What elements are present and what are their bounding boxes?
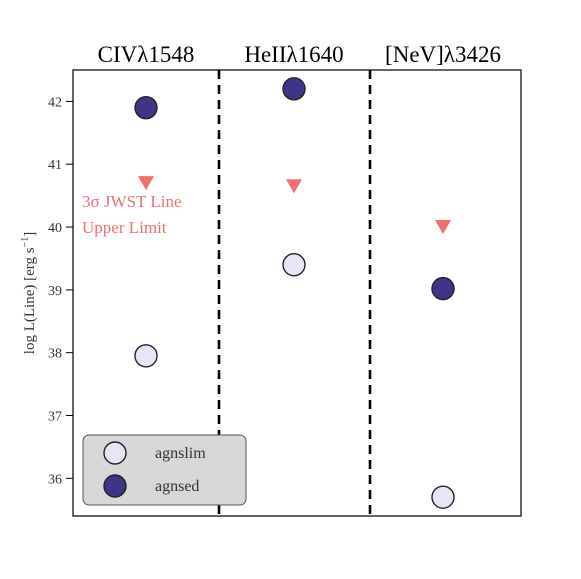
y-tick-label: 37	[48, 409, 62, 424]
y-tick-label: 42	[48, 95, 62, 110]
y-tick-label: 36	[48, 472, 62, 487]
legend-label-agnslim: agnslim	[155, 445, 206, 462]
legend-marker-agnsed	[103, 474, 127, 498]
legend-label-agnsed: agnsed	[155, 478, 199, 495]
upper-limit-marker	[286, 179, 302, 194]
agnsed-point	[134, 95, 158, 120]
upper-limit-marker	[435, 220, 451, 235]
agnslim-point	[282, 253, 306, 277]
y-tick-label: 40	[48, 221, 62, 236]
panel-title-1: CIVλ1548	[98, 42, 195, 67]
y-tick-label: 41	[48, 158, 62, 173]
panel-title-2: HeIIλ1640	[244, 42, 343, 67]
upper-limit-marker	[138, 176, 154, 191]
panel-title-3: [NeV]λ3426	[385, 42, 501, 67]
agnsed-point	[431, 276, 455, 301]
y-tick-label: 38	[48, 347, 62, 362]
upper-limit-annotation-line2: Upper Limit	[82, 218, 167, 237]
legend-marker-agnslim	[103, 441, 127, 465]
y-axis-label: log L(Line) [erg s−1]	[20, 232, 38, 354]
upper-limit-annotation-line1: 3σ JWST Line	[82, 192, 182, 211]
agnslim-point	[431, 485, 455, 509]
y-tick-label: 39	[48, 284, 62, 299]
legend: agnslim agnsed	[82, 434, 247, 506]
agnslim-point	[134, 344, 158, 368]
plot-frame	[72, 69, 522, 517]
agnsed-point	[282, 77, 306, 101]
